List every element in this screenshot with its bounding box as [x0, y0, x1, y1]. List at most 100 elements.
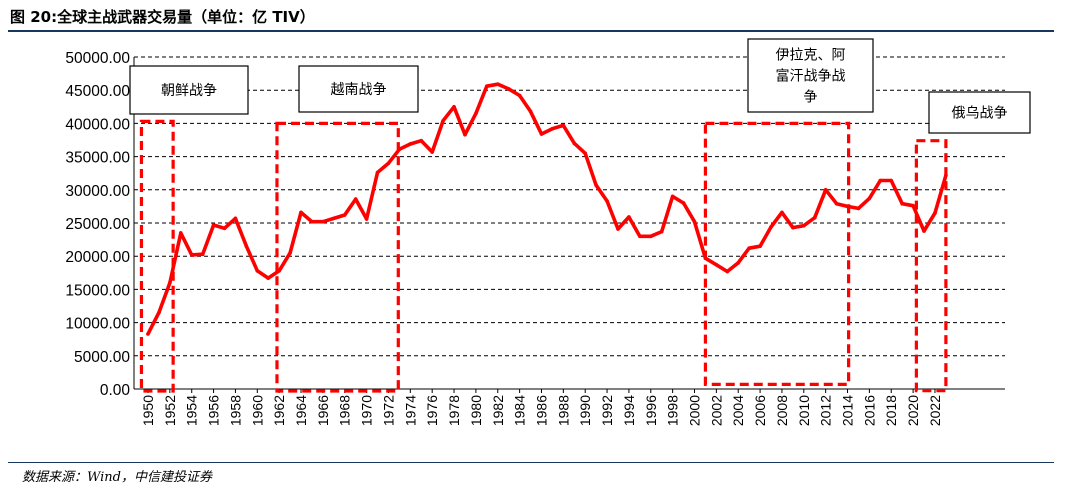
data-point	[200, 252, 205, 257]
data-point	[605, 199, 609, 203]
data-point	[408, 142, 413, 146]
data-point	[485, 84, 489, 89]
data-point	[769, 225, 773, 229]
x-tick-label: 1970	[359, 395, 375, 426]
data-point	[867, 196, 872, 201]
y-tick-label: 20000.00	[65, 249, 130, 266]
war-period-box	[914, 139, 948, 393]
data-point	[463, 132, 467, 137]
y-tick-label: 30000.00	[65, 183, 130, 200]
x-tick-label: 1996	[643, 395, 659, 426]
data-point	[495, 82, 500, 87]
data-point	[616, 227, 620, 231]
data-point	[823, 188, 828, 192]
data-point	[714, 263, 719, 267]
grid-lines	[133, 56, 1005, 390]
y-tick-label: 35000.00	[65, 150, 130, 167]
x-tick-label: 1982	[490, 395, 506, 426]
data-point	[506, 87, 511, 91]
data-point	[889, 178, 894, 183]
annotation-box	[747, 38, 874, 113]
annotation-box	[298, 65, 419, 113]
data-point	[233, 216, 238, 221]
x-tick-label: 1950	[140, 395, 156, 426]
y-tick-label: 0.00	[100, 382, 131, 399]
x-tick-label: 1976	[424, 395, 440, 426]
data-point	[255, 269, 260, 273]
x-tick-label: 1988	[555, 395, 571, 426]
title-rule	[8, 30, 1054, 32]
data-point	[594, 183, 598, 187]
data-point	[474, 111, 478, 116]
data-point	[342, 213, 347, 217]
data-point	[452, 105, 456, 109]
data-point	[146, 332, 150, 336]
y-tick-label: 5000.00	[74, 349, 130, 366]
war-period-boxes	[139, 119, 948, 393]
x-tick-label: 1980	[468, 395, 484, 426]
data-point	[856, 206, 861, 211]
data-point	[157, 310, 161, 315]
y-tick-label: 45000.00	[65, 83, 130, 100]
data-point	[332, 216, 336, 221]
x-tick-label: 1994	[621, 395, 637, 426]
data-point	[900, 201, 904, 206]
data-point	[353, 197, 358, 201]
x-tick-label: 2006	[752, 395, 768, 426]
data-point	[189, 253, 194, 257]
data-point	[747, 246, 751, 251]
y-axis-ticks: 0.00 5000.00 10000.00 15000.00 20000.00 25000…	[65, 50, 130, 399]
annotation-label: 俄乌战争	[952, 106, 1008, 122]
data-point	[528, 109, 533, 114]
x-tick-label: 1986	[533, 395, 549, 426]
y-tick-label: 40000.00	[65, 116, 130, 133]
data-point	[441, 118, 445, 123]
annotation-box	[129, 65, 249, 115]
x-tick-label: 1974	[402, 395, 418, 426]
data-point	[692, 219, 697, 224]
x-tick-label: 2010	[796, 395, 812, 426]
annotation-label: 朝鲜战争	[161, 83, 217, 99]
data-point	[681, 201, 686, 205]
x-tick-label: 1962	[271, 395, 287, 426]
data-point	[517, 93, 522, 98]
x-tick-label: 1960	[249, 395, 265, 426]
x-tick-label: 1966	[315, 395, 331, 426]
footer-rule	[8, 462, 1054, 463]
data-point	[288, 251, 292, 255]
data-point	[550, 126, 555, 131]
data-point	[539, 132, 544, 136]
data-point	[812, 215, 817, 220]
x-tick-label: 2016	[861, 395, 877, 426]
data-point	[878, 178, 883, 183]
x-tick-label: 1968	[337, 395, 353, 426]
data-point	[430, 150, 434, 154]
series-layer	[146, 82, 948, 336]
x-tick-label: 2018	[883, 395, 899, 426]
x-tick-label: 2020	[905, 395, 921, 426]
data-point	[758, 244, 762, 249]
x-tick-label: 1972	[380, 395, 396, 426]
line-chart: 0.00 5000.00 10000.00 15000.00 20000.00 25000…	[65, 38, 1031, 426]
x-tick-label: 1956	[206, 395, 222, 426]
data-point	[834, 201, 839, 206]
x-tick-label: 2008	[774, 395, 790, 426]
data-point	[299, 210, 303, 215]
data-point	[933, 211, 937, 215]
data-point	[736, 261, 741, 265]
annotation-label: 争	[804, 90, 818, 106]
data-point	[321, 219, 325, 224]
y-tick-label: 50000.00	[65, 50, 130, 67]
x-tick-label: 1984	[512, 395, 528, 426]
x-tick-label: 1958	[227, 395, 243, 426]
x-tick-label: 2012	[818, 395, 834, 426]
data-point	[222, 226, 227, 231]
x-tick-label: 2014	[840, 395, 856, 426]
data-point	[386, 161, 391, 166]
x-tick-label: 2000	[687, 395, 703, 426]
annotation-label: 越南战争	[331, 82, 387, 98]
x-tick-label: 1992	[599, 395, 615, 426]
source-note: 数据来源：Wind，中信建投证券	[22, 470, 212, 485]
data-point	[638, 234, 642, 239]
data-point	[419, 138, 424, 143]
